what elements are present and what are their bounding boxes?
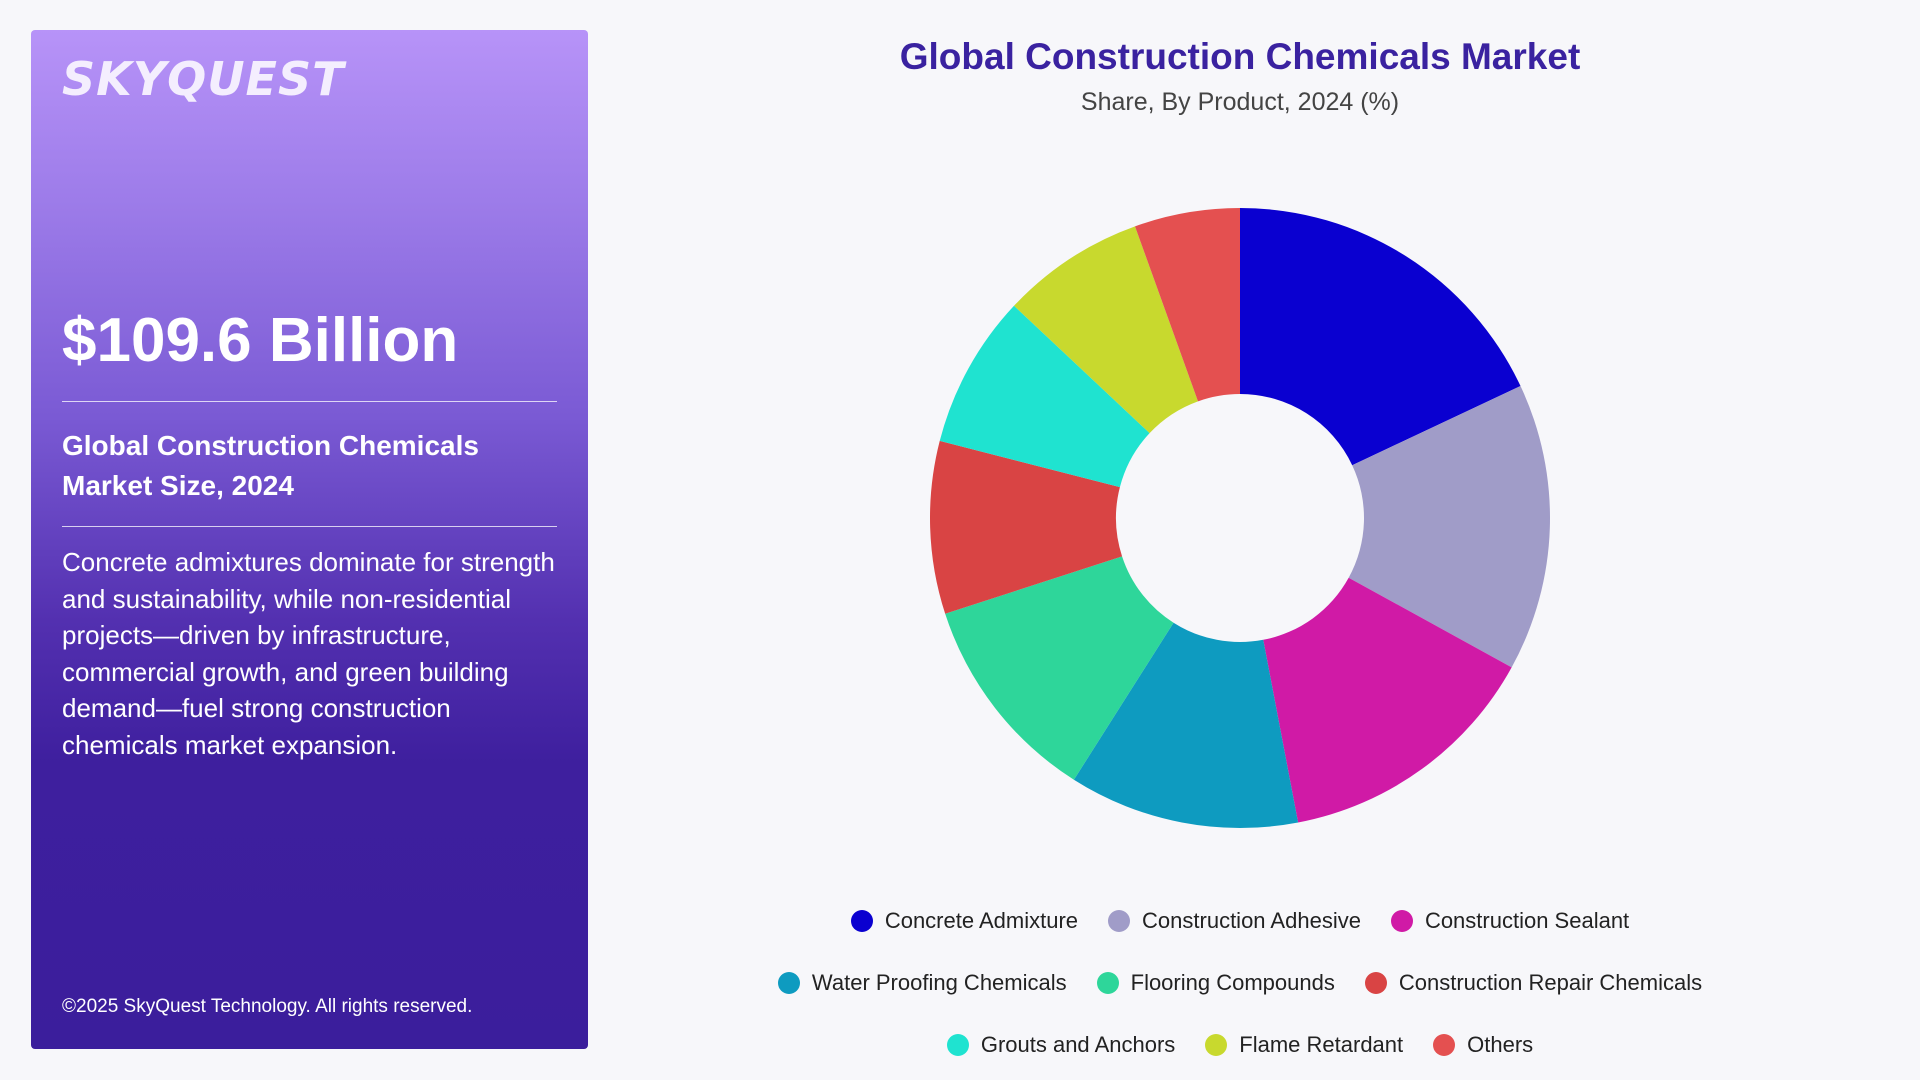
donut-chart-svg xyxy=(930,208,1550,828)
donut-slice-flooring-compounds xyxy=(945,556,1174,780)
legend-item-water-proofing-chemicals: Water Proofing Chemicals xyxy=(777,970,1067,996)
legend-item-construction-repair-chemicals: Construction Repair Chemicals xyxy=(1364,970,1703,996)
donut-slice-construction-adhesive xyxy=(1348,386,1550,668)
market-size-caption: Global Construction Chemicals Market Siz… xyxy=(62,426,542,506)
market-description: Concrete admixtures dominate for strengt… xyxy=(62,547,555,760)
donut-slice-others xyxy=(1134,208,1240,402)
legend-label: Construction Adhesive xyxy=(1142,908,1361,933)
chart-subtitle: Share, By Product, 2024 (%) xyxy=(1080,88,1400,116)
donut-slice-grouts-and-anchors xyxy=(939,305,1150,488)
legend-dot-icon xyxy=(946,1034,969,1056)
donut-slice-flame-retardant xyxy=(1014,226,1198,434)
market-size-caption-line1: Global Construction Chemicals xyxy=(62,430,479,461)
chart-title: Global Construction Chemicals Market xyxy=(899,36,1581,77)
legend-item-grouts-and-anchors: Grouts and Anchors xyxy=(946,1032,1176,1058)
legend-item-concrete-admixture: Concrete Admixture xyxy=(850,908,1079,934)
legend-dot-icon xyxy=(1096,972,1119,994)
summary-panel: SKYQUEST $109.6 Billion Global Construct… xyxy=(31,30,588,1049)
donut-chart xyxy=(920,198,1560,838)
legend-label: Others xyxy=(1467,1032,1534,1057)
market-size-value: $109.6 Billion xyxy=(62,306,459,375)
legend-dot-icon xyxy=(1433,1034,1456,1056)
market-size-caption-line2: Market Size, 2024 xyxy=(62,470,294,501)
legend-dot-icon xyxy=(850,910,873,932)
donut-slice-construction-sealant xyxy=(1263,577,1512,823)
donut-slice-construction-repair-chemicals xyxy=(930,440,1123,614)
legend-dot-icon xyxy=(777,972,800,994)
legend-label: Construction Sealant xyxy=(1424,908,1630,933)
legend-item-construction-sealant: Construction Sealant xyxy=(1390,908,1630,934)
legend-dot-icon xyxy=(1390,910,1413,932)
legend-dot-icon xyxy=(1364,972,1387,994)
legend-label: Water Proofing Chemicals xyxy=(811,970,1067,995)
legend-item-flame-retardant: Flame Retardant xyxy=(1205,1032,1403,1058)
donut-slice-water-proofing-chemicals xyxy=(1073,622,1299,828)
legend-row: Concrete Admixture Construction Adhesive C… xyxy=(640,890,1840,952)
copyright-text: ©2025 SkyQuest Technology. All rights re… xyxy=(62,996,473,1017)
legend-label: Flame Retardant xyxy=(1239,1032,1404,1057)
legend-row: Water Proofing Chemicals Flooring Compoun… xyxy=(640,952,1840,1014)
legend-item-flooring-compounds: Flooring Compounds xyxy=(1096,970,1335,996)
divider-bottom xyxy=(62,526,557,527)
chart-legend: Concrete Admixture Construction Adhesive C… xyxy=(640,890,1840,1076)
legend-label: Grouts and Anchors xyxy=(980,1032,1176,1057)
legend-label: Construction Repair Chemicals xyxy=(1398,970,1703,995)
legend-dot-icon xyxy=(1108,910,1131,932)
donut-slice-concrete-admixture xyxy=(1240,208,1521,466)
legend-row: Grouts and Anchors Flame Retardant Others xyxy=(640,1014,1840,1076)
legend-dot-icon xyxy=(1205,1034,1228,1056)
legend-label: Concrete Admixture xyxy=(884,908,1079,933)
skyquest-logo: SKYQUEST xyxy=(62,52,345,106)
divider-top xyxy=(62,401,557,402)
legend-item-construction-adhesive: Construction Adhesive xyxy=(1108,908,1361,934)
legend-label: Flooring Compounds xyxy=(1130,970,1335,995)
legend-item-others: Others xyxy=(1433,1032,1533,1058)
